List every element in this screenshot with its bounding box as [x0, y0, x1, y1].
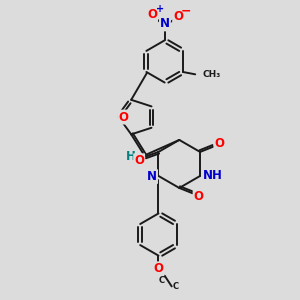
- Text: NH: NH: [202, 169, 222, 182]
- Text: −: −: [181, 4, 192, 17]
- Text: O: O: [147, 8, 157, 21]
- Text: O: O: [173, 10, 183, 23]
- Text: O: O: [154, 262, 164, 275]
- Text: O: O: [194, 190, 204, 203]
- Text: O: O: [118, 111, 128, 124]
- Text: +: +: [156, 4, 164, 14]
- Text: N: N: [160, 17, 170, 30]
- Text: C: C: [173, 282, 179, 291]
- Text: O: O: [134, 154, 144, 167]
- Text: H: H: [126, 150, 136, 164]
- Text: C: C: [158, 276, 164, 285]
- Text: N: N: [147, 170, 157, 183]
- Text: CH₃: CH₃: [202, 70, 220, 80]
- Text: O: O: [214, 137, 224, 150]
